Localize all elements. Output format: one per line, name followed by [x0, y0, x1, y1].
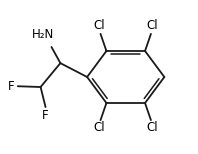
- Text: H₂N: H₂N: [31, 28, 54, 41]
- Text: Cl: Cl: [146, 121, 158, 134]
- Text: F: F: [42, 109, 49, 122]
- Text: F: F: [8, 80, 15, 93]
- Text: Cl: Cl: [94, 121, 105, 134]
- Text: Cl: Cl: [94, 19, 105, 32]
- Text: Cl: Cl: [146, 19, 158, 32]
